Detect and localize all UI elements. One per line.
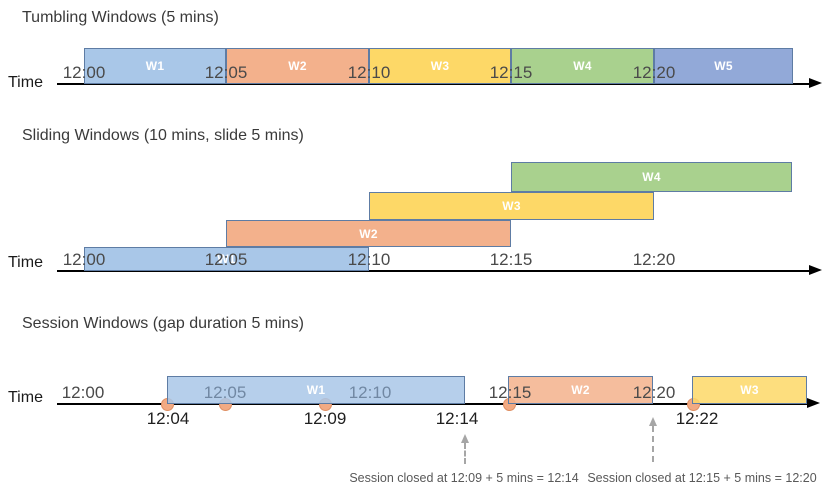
time-tick: 12:10 — [348, 383, 392, 402]
window-label: W1 — [306, 383, 326, 397]
dashed-arrow-head — [648, 417, 657, 426]
session-closed-annotation: Session closed at 12:09 + 5 mins = 12:14 — [349, 471, 579, 485]
time-tick: 12:00 — [62, 63, 106, 82]
dashed-arrow-head — [460, 434, 469, 443]
dashed-arrow-line — [464, 443, 466, 464]
time-tick: 12:20 — [632, 250, 676, 269]
window-label: W4 — [642, 170, 661, 184]
window-box: W4 — [511, 48, 654, 84]
time-tick: 12:09 — [303, 409, 347, 428]
time-tick: 12:04 — [146, 409, 190, 428]
timeline — [57, 403, 810, 405]
timeline-arrowhead — [807, 397, 820, 408]
section-title: Sliding Windows (10 mins, slide 5 mins) — [22, 127, 304, 144]
window-label: W2 — [571, 383, 590, 397]
time-tick: 12:15 — [488, 383, 532, 402]
time-tick: 12:15 — [489, 250, 533, 269]
time-tick: 12:20 — [632, 383, 676, 402]
window-box: W2 — [508, 376, 653, 404]
window-box: W1 — [84, 48, 226, 84]
window-box: W5 — [654, 48, 793, 84]
time-axis-label: Time — [8, 254, 43, 271]
window-box: W3 — [369, 192, 654, 220]
window-label: W4 — [573, 59, 592, 73]
section-title: Session Windows (gap duration 5 mins) — [22, 315, 304, 332]
window-label: W3 — [502, 199, 521, 213]
time-tick: 12:15 — [489, 63, 533, 82]
window-label: W3 — [740, 383, 759, 397]
window-box: W1 — [84, 247, 369, 271]
time-tick: 12:05 — [204, 63, 248, 82]
window-box: W3 — [369, 48, 511, 84]
section-title: Tumbling Windows (5 mins) — [22, 9, 219, 26]
window-box: W1 — [167, 376, 465, 404]
time-tick: 12:00 — [61, 383, 105, 402]
time-tick: 12:10 — [347, 63, 391, 82]
time-tick: 12:10 — [347, 250, 391, 269]
time-axis-label: Time — [8, 389, 43, 406]
time-tick: 12:00 — [62, 250, 106, 269]
time-tick: 12:05 — [204, 250, 248, 269]
window-label: W3 — [430, 59, 450, 73]
window-label: W2 — [288, 59, 307, 73]
window-box: W4 — [511, 162, 792, 192]
session-closed-annotation: Session closed at 12:15 + 5 mins = 12:20 — [587, 471, 817, 485]
timeline-arrowhead — [809, 264, 822, 275]
window-label: W1 — [217, 252, 236, 266]
window-box: W3 — [692, 376, 807, 404]
time-tick: 12:22 — [675, 409, 719, 428]
window-label: W2 — [359, 226, 378, 241]
timeline-arrowhead — [809, 77, 822, 88]
dashed-arrow-line — [652, 426, 654, 462]
window-box: W2 — [226, 48, 369, 84]
window-label: W5 — [714, 59, 733, 73]
window-box: W2 — [226, 220, 511, 247]
time-axis-label: Time — [8, 74, 43, 91]
timeline — [57, 83, 812, 85]
window-label: W1 — [145, 59, 165, 73]
timeline — [57, 270, 812, 272]
time-tick: 12:05 — [203, 383, 247, 402]
time-tick: 12:14 — [435, 409, 479, 428]
time-tick: 12:20 — [632, 63, 676, 82]
